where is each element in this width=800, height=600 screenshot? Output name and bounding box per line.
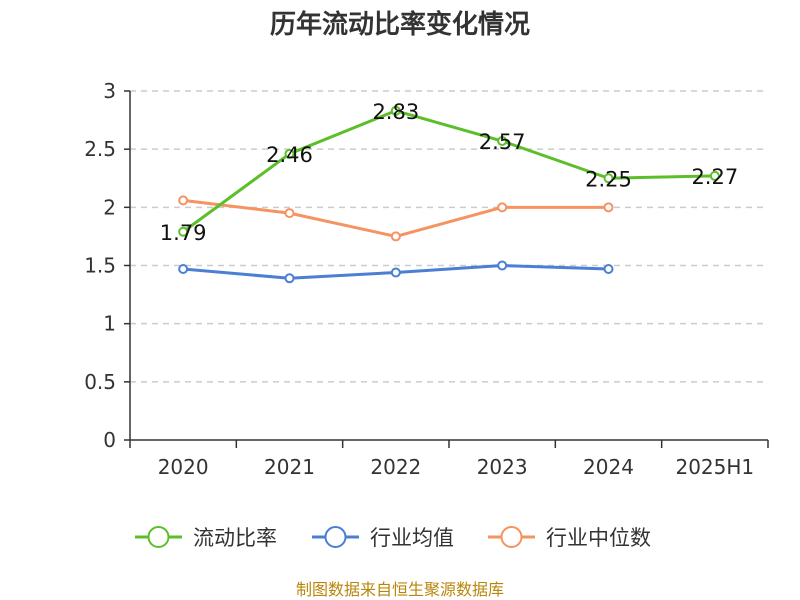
data-point xyxy=(497,260,508,271)
legend-item-1: 行业均值 xyxy=(312,526,454,550)
data-point xyxy=(709,170,720,181)
y-tick-label: 2 xyxy=(103,195,116,219)
data-label: 2.25 xyxy=(585,167,632,191)
data-point xyxy=(390,267,401,278)
x-tick-label: 2025H1 xyxy=(675,455,754,479)
x-tick-label: 2020 xyxy=(158,455,209,479)
data-point xyxy=(497,202,508,213)
series-group: 1.79 2.46 2.83 2.57 2.25 2.27 xyxy=(160,100,738,284)
legend-label: 流动比率 xyxy=(193,526,277,550)
data-label: 2.83 xyxy=(372,100,419,124)
data-point xyxy=(390,105,401,116)
series-line xyxy=(182,198,609,238)
legend-item-0: 流动比率 xyxy=(135,526,277,550)
x-tick-label: 2021 xyxy=(264,455,315,479)
chart-title: 历年流动比率变化情况 xyxy=(270,9,530,40)
data-label: 2.57 xyxy=(479,130,526,154)
data-point xyxy=(284,273,295,284)
y-tick-label: 0 xyxy=(103,428,116,452)
data-label: 2.27 xyxy=(691,165,738,189)
data-point xyxy=(603,173,614,184)
y-tick-label: 0.5 xyxy=(84,370,116,394)
legend-swatch-marker xyxy=(147,526,170,548)
x-tick-label: 2024 xyxy=(583,455,634,479)
series-0: 1.79 2.46 2.83 2.57 2.25 2.27 xyxy=(160,100,738,245)
series-1 xyxy=(178,260,614,284)
data-label: 2.46 xyxy=(266,143,313,167)
legend-swatch-marker xyxy=(500,526,523,548)
y-tick-label: 1 xyxy=(103,312,116,336)
y-tick-label: 1.5 xyxy=(84,254,116,278)
series-line xyxy=(182,109,715,233)
data-point xyxy=(603,263,614,274)
legend-label: 行业均值 xyxy=(370,526,454,550)
legend-item-2: 行业中位数 xyxy=(488,526,651,550)
x-tick-label: 2022 xyxy=(370,455,421,479)
y-tick-label: 2.5 xyxy=(84,137,116,161)
data-point xyxy=(178,195,189,206)
x-tick-label: 2023 xyxy=(477,455,528,479)
axes: 0 0.5 1 1.5 2 2.5 3 2020 2021 2022 2023 2024 2025H1 xyxy=(84,79,769,479)
source-note: 制图数据来自恒生聚源数据库 xyxy=(296,580,504,599)
data-point xyxy=(178,263,189,274)
legend-label: 行业中位数 xyxy=(546,526,651,550)
data-point xyxy=(497,136,508,147)
data-point xyxy=(603,202,614,213)
data-label: 1.79 xyxy=(160,221,207,245)
grid-lines xyxy=(130,90,768,383)
data-point xyxy=(284,208,295,219)
legend: 流动比率 行业均值 行业中位数 xyxy=(135,526,651,550)
data-point xyxy=(178,226,189,237)
legend-swatch-marker xyxy=(324,526,347,548)
data-point xyxy=(284,148,295,159)
series-2 xyxy=(178,195,614,242)
data-point xyxy=(390,231,401,242)
y-tick-label: 3 xyxy=(103,79,116,103)
